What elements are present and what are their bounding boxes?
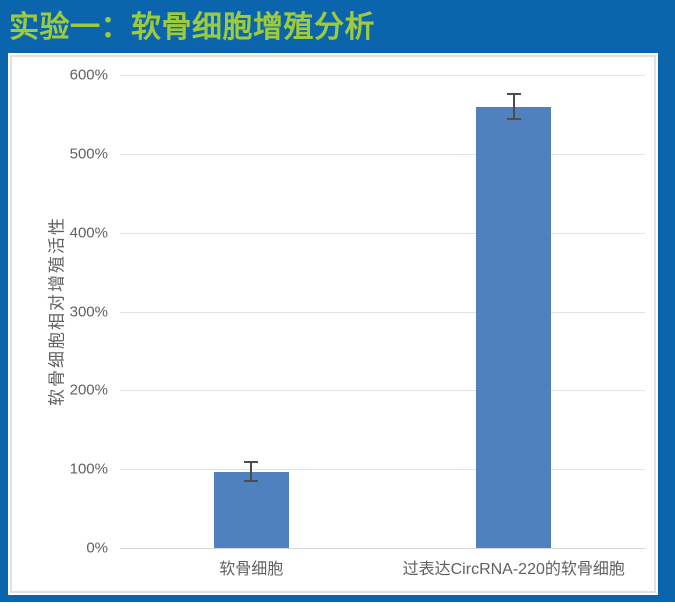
y-tick-label: 100% xyxy=(69,460,108,478)
x-category-label: 软骨细胞 xyxy=(219,561,284,578)
y-tick-label: 0% xyxy=(86,539,108,557)
error-bar xyxy=(250,462,253,481)
gridline xyxy=(120,232,645,234)
error-bar xyxy=(512,93,515,120)
x-axis-line xyxy=(120,548,645,549)
gridline xyxy=(120,153,645,155)
slide-title: 实验一：软骨细胞增殖分析 xyxy=(9,11,375,44)
error-bar-cap xyxy=(506,92,521,95)
error-bar-cap xyxy=(244,461,259,464)
chart-area: 软骨细胞相对增殖活性 0% 100% 200% 300% 400% 500% 600% 软骨… xyxy=(8,53,658,595)
y-tick-label: 500% xyxy=(69,145,108,163)
y-tick-label: 600% xyxy=(69,66,108,84)
bar-1 xyxy=(213,471,289,548)
gridline xyxy=(120,311,645,313)
bar-2 xyxy=(476,106,552,548)
error-bar-cap xyxy=(244,479,259,482)
y-tick-label: 400% xyxy=(69,224,108,242)
y-tick-label: 300% xyxy=(69,303,108,320)
y-tick-label: 200% xyxy=(69,381,108,399)
x-category-label: 过表达CircRNA-220的软骨细胞 xyxy=(402,561,625,578)
x-axis-labels: 软骨细胞 过表达CircRNA-220的软骨细胞 xyxy=(120,555,645,585)
y-axis-ticks: 0% 100% 200% 300% 400% 500% 600% xyxy=(8,67,108,557)
gridline xyxy=(120,75,645,76)
plot-area xyxy=(120,75,645,549)
gridline xyxy=(120,469,645,471)
gridline xyxy=(120,390,645,392)
error-bar-cap xyxy=(506,118,521,121)
